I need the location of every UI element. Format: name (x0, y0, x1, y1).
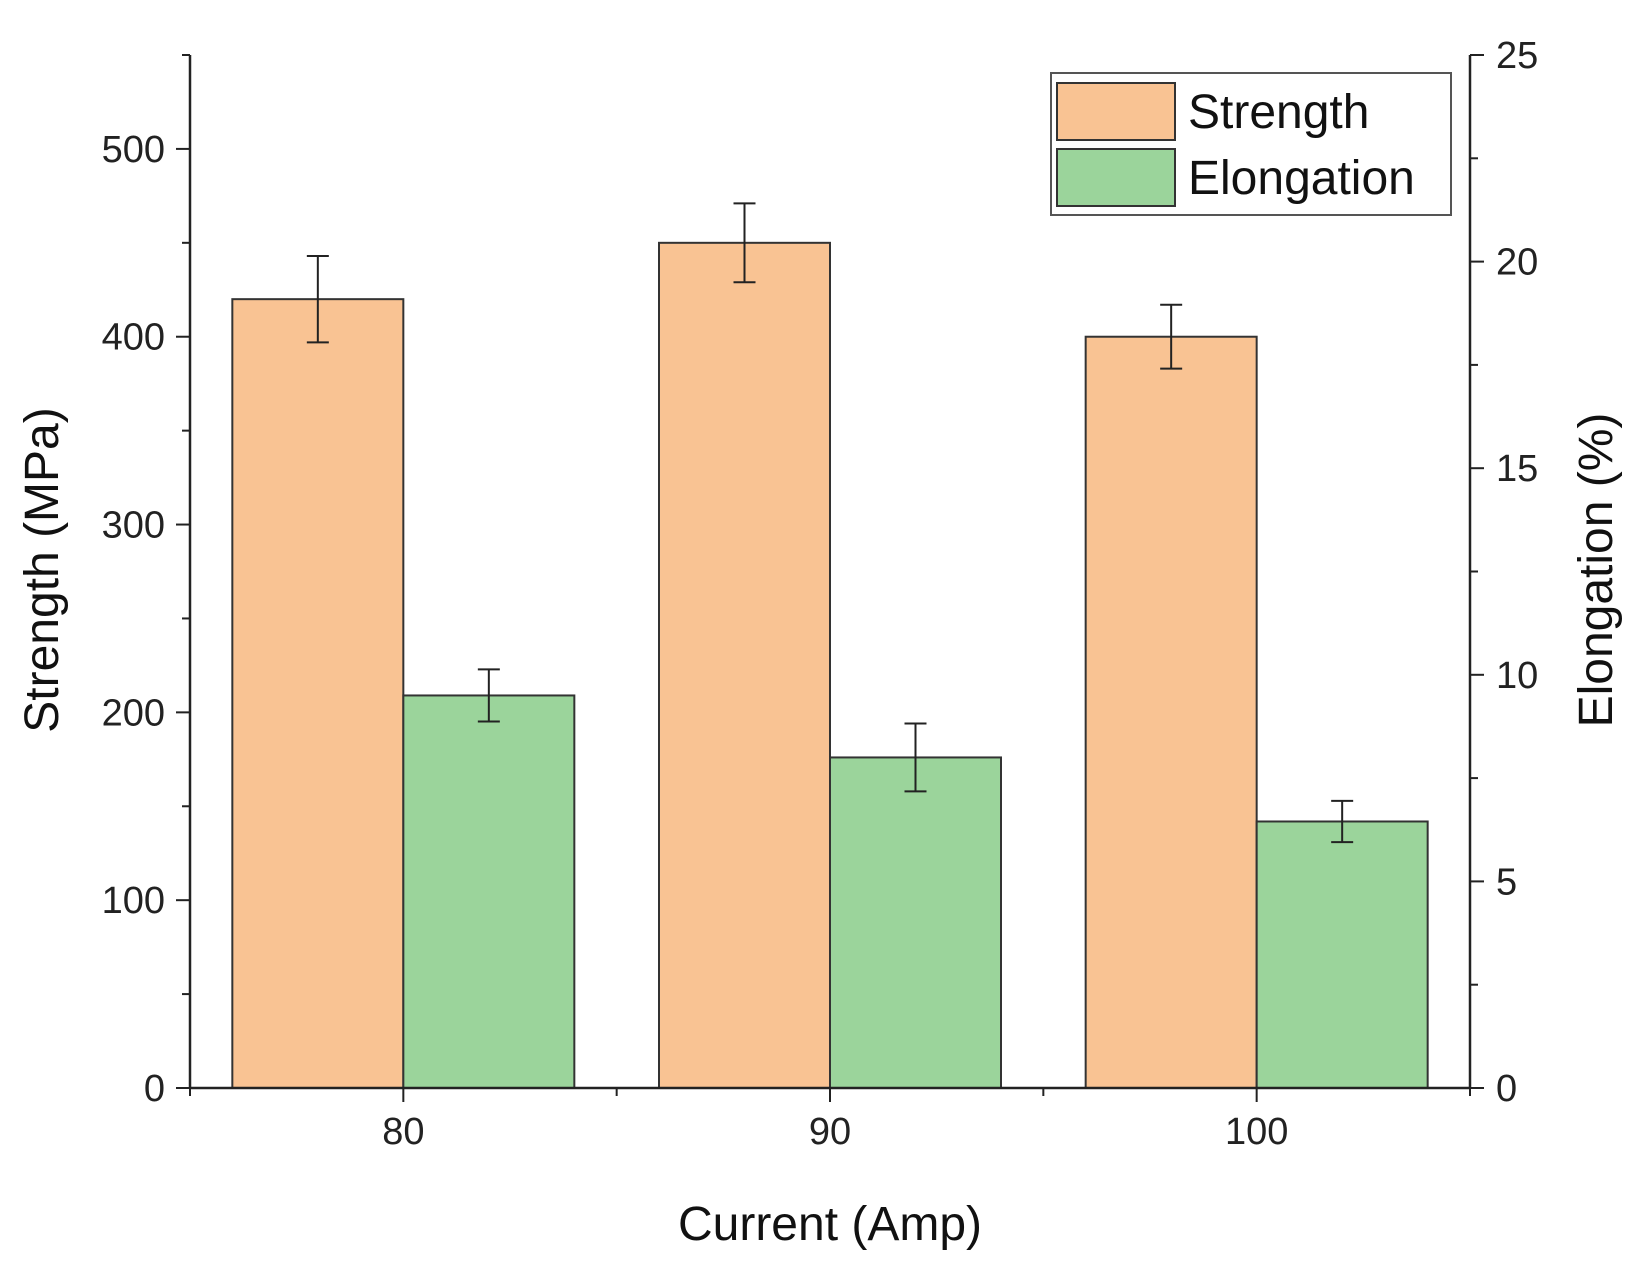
bar-strength-100 (1084, 335, 1258, 1089)
y-tick-label-100: 100 (102, 880, 165, 922)
y-tick-label-0: 0 (144, 1068, 165, 1110)
y-axis-title: Strength (MPa) (16, 407, 69, 732)
y2-tick-label-5: 5 (1496, 861, 1517, 903)
bar-strength-80 (231, 298, 405, 1089)
legend-label-elongation: Elongation (1188, 152, 1415, 205)
x-tick-label-80: 80 (382, 1111, 424, 1153)
axes-layer: 0 100 200 300 400 500 0 5 10 15 20 25 80 90 100 (102, 35, 1539, 1153)
bar-elongation-80 (402, 694, 576, 1090)
legend-swatch-elongation (1056, 148, 1176, 207)
y2-tick-label-25: 25 (1496, 35, 1538, 77)
y-tick-label-300: 300 (102, 505, 165, 547)
y-tick-label-500: 500 (102, 129, 165, 171)
bar-elongation-90 (829, 756, 1002, 1089)
bars-layer (231, 241, 1429, 1090)
y2-tick-label-15: 15 (1496, 448, 1538, 490)
y-tick-label-400: 400 (102, 317, 165, 359)
y2-axis-title: Elongation (%) (1570, 413, 1623, 728)
x-tick-label-90: 90 (809, 1111, 851, 1153)
y-tick-label-200: 200 (102, 692, 165, 734)
legend-label-strength: Strength (1188, 86, 1369, 139)
y2-tick-label-20: 20 (1496, 242, 1538, 284)
bar-elongation-100 (1255, 820, 1429, 1090)
x-tick-label-100: 100 (1225, 1111, 1288, 1153)
y2-tick-label-10: 10 (1496, 655, 1538, 697)
legend: Strength Elongation (1050, 72, 1452, 216)
x-axis-title: Current (Amp) (678, 1198, 982, 1251)
bar-strength-90 (658, 241, 831, 1089)
errorbars-layer (306, 202, 1354, 844)
legend-swatch-strength (1056, 82, 1176, 141)
y2-tick-label-0: 0 (1496, 1068, 1517, 1110)
